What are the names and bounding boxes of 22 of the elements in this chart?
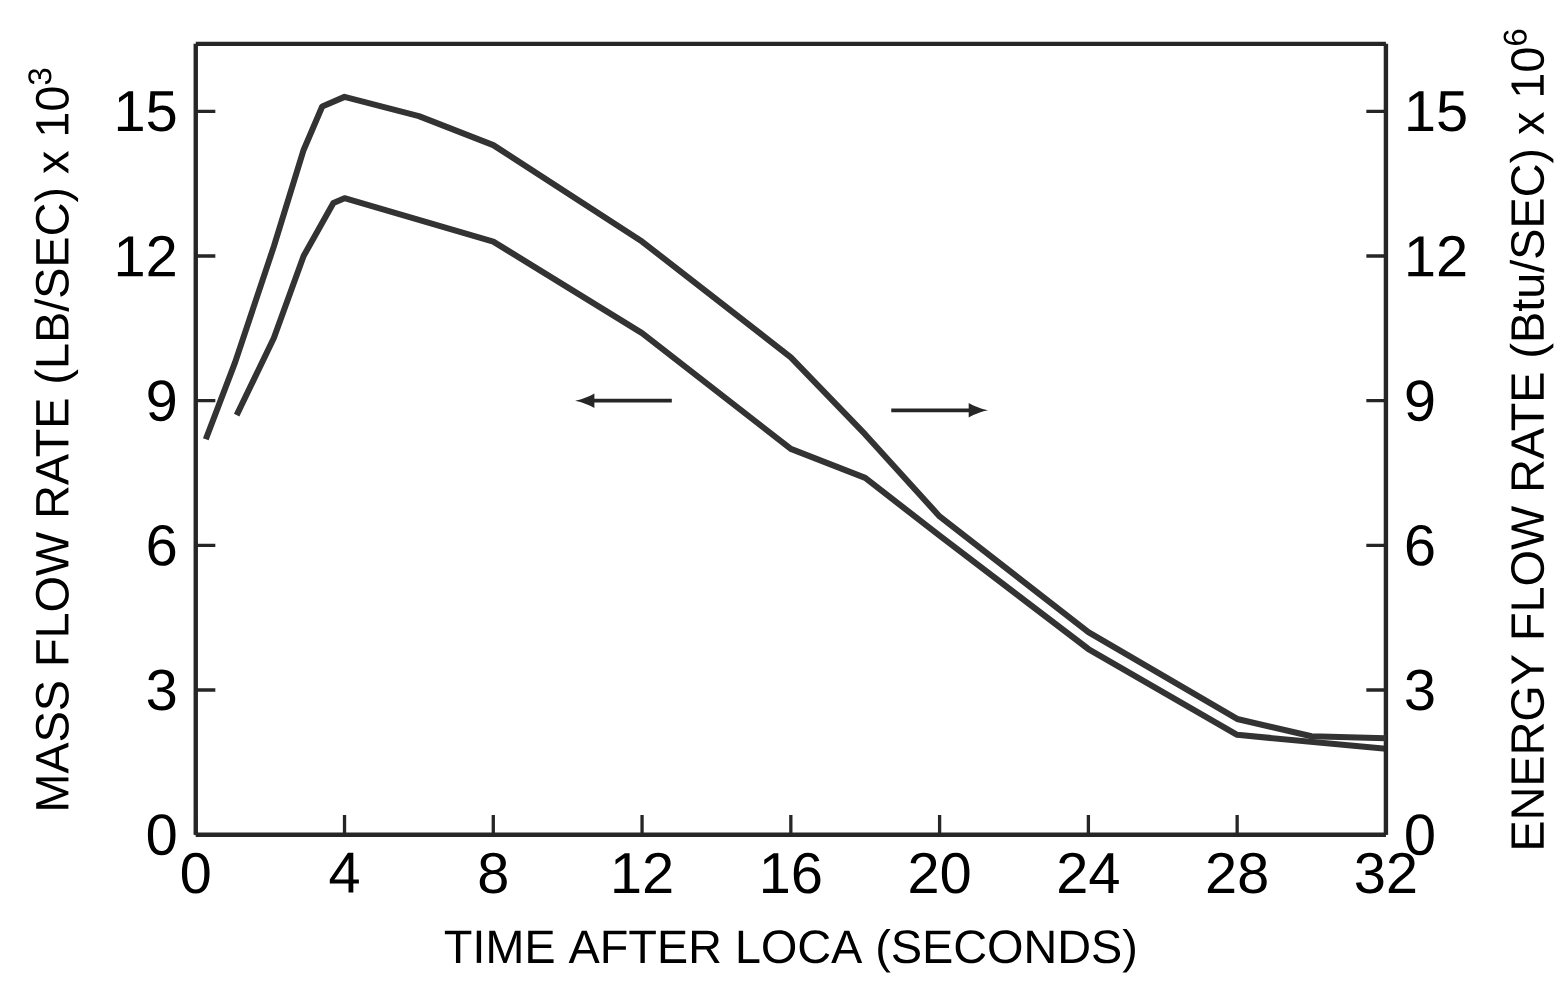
y-axis-title: MASS FLOW RATE (LB/SEC) x 10$^{3}$ [28, 68, 79, 809]
x-tick-label: 28 [1207, 852, 1267, 894]
y2-tick-label: 12 [1408, 235, 1466, 277]
x-axis-title: TIME AFTER LOCA (SECONDS) [444, 928, 1135, 973]
y2-tick-label: 6 [1406, 524, 1434, 566]
y-tick-label: 3 [147, 669, 176, 711]
y2-tick-label: 9 [1406, 380, 1434, 421]
y-tick-label: 9 [148, 380, 176, 421]
x-tick-label: 20 [910, 852, 970, 894]
y-tick-label: 6 [148, 524, 176, 566]
x-tick-label: 0 [181, 852, 210, 894]
x-tick-label: 16 [763, 852, 821, 894]
y2-tick-label: 15 [1408, 91, 1466, 132]
x-tick-label: 8 [479, 852, 507, 894]
y2-axis-title: ENERGY FLOW RATE (Btu/SEC) x 10$^{6}$ [1503, 29, 1554, 848]
y-tick-label: 0 [147, 814, 176, 855]
y-tick-label: 15 [117, 91, 176, 132]
x-tick-label: 24 [1059, 852, 1119, 893]
x-tick-label: 12 [614, 852, 672, 893]
y-tick-label: 12 [117, 235, 175, 277]
x-tick-label: 4 [329, 852, 359, 893]
y2-tick-label: 3 [1406, 669, 1434, 711]
